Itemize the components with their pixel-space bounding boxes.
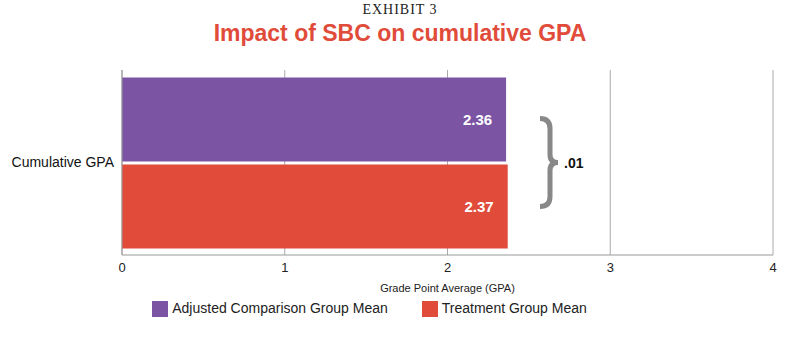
html-text:Impact of SBC on cumulative GP: Impact of SBC on cumulative GPA bbox=[213, 20, 587, 46]
svg-text:2.37: 2.37 bbox=[465, 198, 494, 215]
svg-text:.01: .01 bbox=[564, 155, 584, 171]
html-text:Treatment Group Mean: Treatment Group Mean bbox=[441, 300, 587, 316]
svg-text:2.36: 2.36 bbox=[463, 111, 492, 128]
html-text:EXHIBIT 3: EXHIBIT 3 bbox=[362, 2, 438, 17]
svg-text:2: 2 bbox=[444, 260, 451, 275]
svg-text:0: 0 bbox=[118, 260, 125, 275]
svg-text:1: 1 bbox=[281, 260, 288, 275]
html-text:Adjusted Comparison Group Mean: Adjusted Comparison Group Mean bbox=[172, 300, 388, 316]
svg-text:3: 3 bbox=[607, 260, 614, 275]
svg-text:Grade Point Average (GPA): Grade Point Average (GPA) bbox=[380, 282, 515, 294]
svg-text:4: 4 bbox=[769, 260, 776, 275]
svg-text:Cumulative GPA: Cumulative GPA bbox=[12, 154, 115, 170]
